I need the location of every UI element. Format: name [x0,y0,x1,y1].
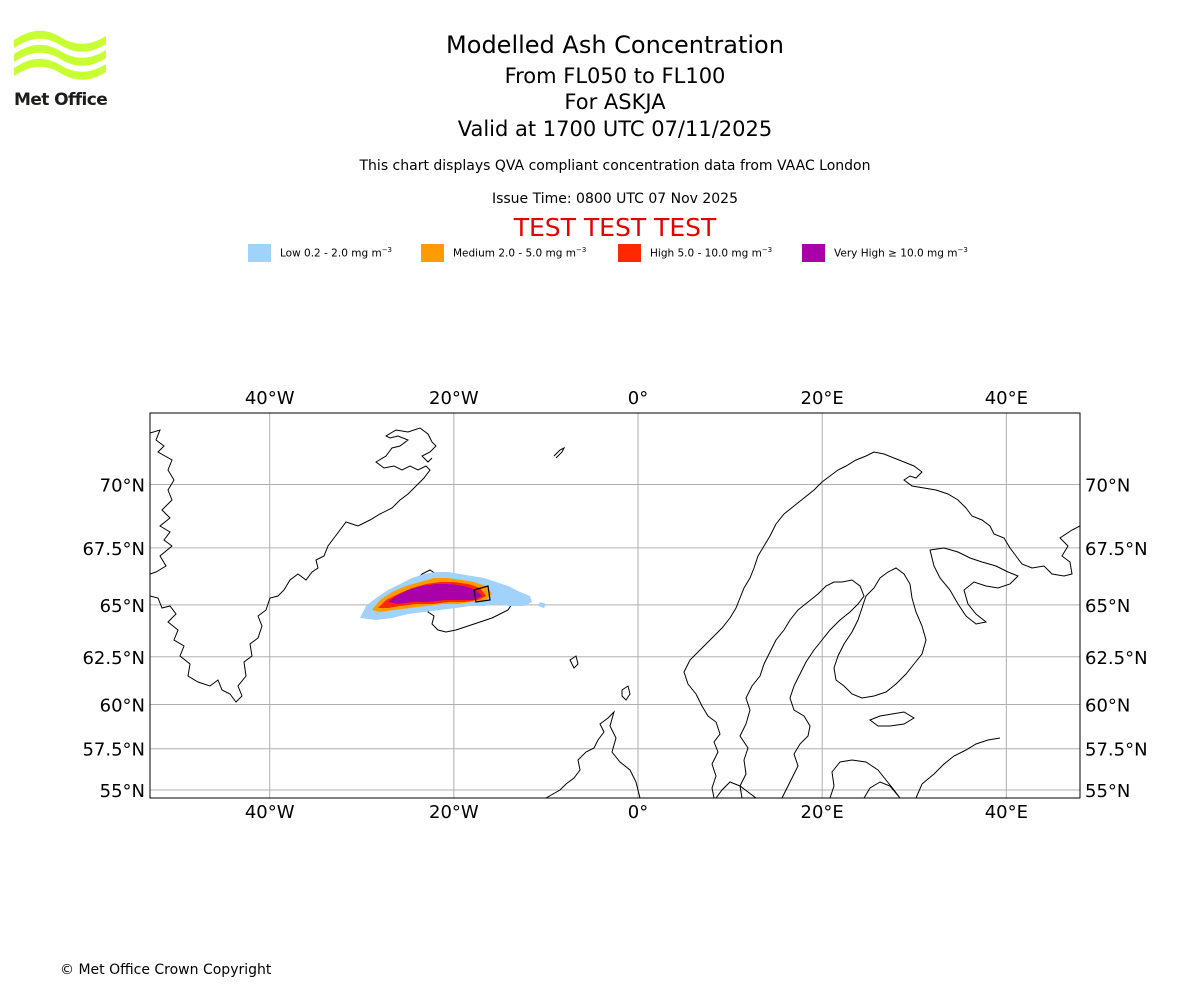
faroe-coast [569,655,579,669]
lat-tick-label-right: 55°N [1085,781,1130,802]
finland-coast [833,567,927,699]
jan-mayen-coast [553,446,566,459]
lon-tick-label-bottom: 0° [628,802,648,823]
ash-plume-very-high [388,584,482,604]
lon-tick-label-bottom: 20°E [801,802,844,823]
lat-tick-label-right: 57.5°N [1085,740,1148,761]
lat-tick-label-left: 55°N [100,781,145,802]
valid-time: Valid at 1700 UTC 07/11/2025 [457,117,773,141]
legend-swatch-high [618,244,641,262]
shetland-coast [621,685,631,701]
legend-swatch-very-high [802,244,825,262]
lat-tick-label-left: 70°N [100,475,145,496]
test-banner: TEST TEST TEST [513,213,717,242]
map-axis-labels: 40°W 40°W 20°W 20°W 0° 0° 20°E 20°E 40°E 40°E 70°N… [82,388,1147,823]
sweden-coast [739,579,865,798]
lon-tick-label-top: 40°W [245,388,295,409]
lat-tick-label-left: 60°N [100,695,145,716]
copyright-notice: © Met Office Crown Copyright [60,962,272,978]
map-frame [149,412,1081,799]
kola-coast [929,547,1019,625]
lon-tick-label-top: 0° [628,388,648,409]
lat-tick-label-right: 62.5°N [1085,648,1148,669]
estonia-coast [868,711,915,727]
lat-tick-label-right: 60°N [1085,695,1130,716]
legend-label-very-high: Very High ≥ 10.0 mg m−3 [834,246,968,260]
met-office-logo: Met Office [14,30,108,112]
met-office-logo-text: Met Office [14,90,108,110]
lat-tick-label-right: 70°N [1085,475,1130,496]
lat-tick-label-right: 65°N [1085,596,1130,617]
issue-time: Issue Time: 0800 UTC 07 Nov 2025 [491,191,739,207]
volcano-marker-outline [473,585,491,603]
lon-tick-label-bottom: 40°W [245,802,295,823]
lat-tick-label-left: 65°N [100,596,145,617]
lat-tick-label-left: 57.5°N [82,740,145,761]
lat-tick-label-right: 67.5°N [1085,539,1148,560]
volcano-name: For ASKJA [564,90,666,114]
lon-tick-label-top: 20°E [801,388,844,409]
met-office-wave-mark-icon [14,30,106,80]
chart-title: Modelled Ash Concentration [446,31,784,59]
map-canvas: 40°W 40°W 20°W 20°W 0° 0° 20°E 20°E 40°E 40°E 70°N… [82,388,1147,823]
denmark-coast [715,781,757,798]
legend-label-low: Low 0.2 - 2.0 mg m−3 [280,246,393,260]
ash-map: 40°W 40°W 20°W 20°W 0° 0° 20°E 20°E 40°E 40°E 70°N… [0,380,1200,830]
ash-plume-low-fragment [538,602,546,608]
lon-tick-label-bottom: 40°E [985,802,1028,823]
legend-swatch-low [248,244,271,262]
lon-tick-label-top: 40°E [985,388,1028,409]
uk-coast [545,710,641,798]
map-gridlines [150,413,1080,798]
flight-level-range: From FL050 to FL100 [504,64,726,88]
lat-tick-label-left: 67.5°N [82,539,145,560]
ash-plume [360,572,546,620]
lon-tick-label-top: 20°W [429,388,479,409]
legend-label-high: High 5.0 - 10.0 mg m−3 [650,246,773,260]
map-background [150,413,1080,798]
compliance-note: This chart displays QVA compliant concen… [359,158,871,174]
lon-tick-label-bottom: 20°W [429,802,479,823]
greenland-coast [150,427,437,703]
legend-swatch-medium [421,244,444,262]
baltic-coast [829,737,1001,798]
norway-coast [683,451,1080,798]
lat-tick-label-left: 62.5°N [82,648,145,669]
legend-label-medium: Medium 2.0 - 5.0 mg m−3 [453,246,587,260]
